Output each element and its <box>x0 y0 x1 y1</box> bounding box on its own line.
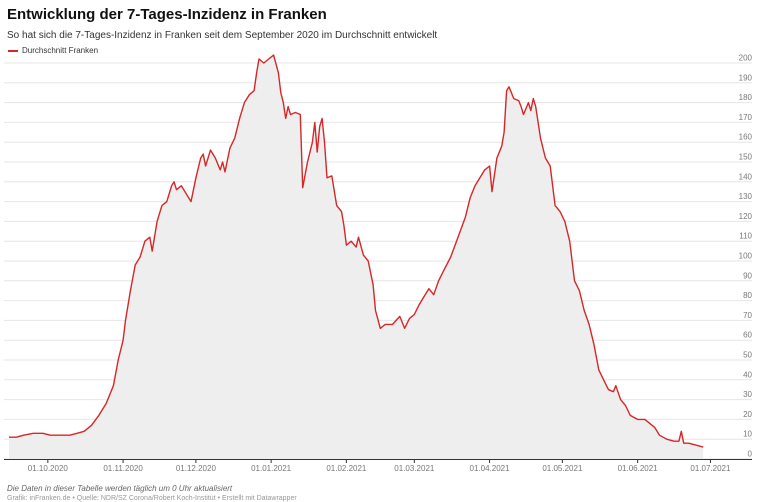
x-tick-label-6: 01.04.2021 <box>470 464 511 473</box>
chart-subtitle: So hat sich die 7-Tages-Inzidenz in Fran… <box>7 30 438 41</box>
y-tick-label-50: 50 <box>743 351 752 360</box>
y-tick-label-100: 100 <box>739 252 753 261</box>
chart-title: Entwicklung der 7-Tages-Inzidenz in Fran… <box>7 6 327 23</box>
x-tick-label-7: 01.05.2021 <box>542 464 583 473</box>
y-tick-label-60: 60 <box>743 331 752 340</box>
y-tick-label-20: 20 <box>743 410 752 419</box>
y-tick-label-200: 200 <box>739 54 753 63</box>
x-axis: 01.10.2020 01.11.2020 01.12.2020 01.01.2021… <box>4 459 752 473</box>
y-axis: 0 10 20 30 40 50 60 70 80 90 100 110 120 130 140 150 160… <box>739 54 753 459</box>
y-tick-label-170: 170 <box>739 113 753 122</box>
series-area <box>9 55 704 459</box>
y-tick-label-80: 80 <box>743 291 752 300</box>
y-tick-label-70: 70 <box>743 311 752 320</box>
y-tick-label-10: 10 <box>743 430 752 439</box>
x-tick-label-3: 01.01.2021 <box>251 464 292 473</box>
x-tick-label-4: 01.02.2021 <box>326 464 367 473</box>
y-tick-label-150: 150 <box>739 153 753 162</box>
series-line <box>9 54 704 448</box>
y-tick-label-0: 0 <box>748 450 753 459</box>
x-tick-label-1: 01.11.2020 <box>103 464 143 473</box>
x-tick-label-5: 01.03.2021 <box>394 464 435 473</box>
y-tick-label-40: 40 <box>743 370 752 379</box>
y-tick-label-190: 190 <box>739 73 753 82</box>
y-tick-label-160: 160 <box>739 133 753 142</box>
x-tick-label-2: 01.12.2020 <box>176 464 217 473</box>
source-credit: Grafik: inFranken.de • Quelle: NDR/SZ Co… <box>7 495 297 502</box>
x-tick-label-0: 01.10.2020 <box>28 464 69 473</box>
x-tick-label-8: 01.06.2021 <box>618 464 659 473</box>
y-tick-label-130: 130 <box>739 192 753 201</box>
legend-label: Durchschnitt Franken <box>22 46 99 55</box>
legend: Durchschnitt Franken <box>8 46 98 55</box>
y-tick-label-140: 140 <box>739 172 753 181</box>
footnote: Die Daten in dieser Tabelle werden tägli… <box>7 484 233 493</box>
y-tick-label-180: 180 <box>739 93 753 102</box>
y-tick-label-110: 110 <box>739 232 752 241</box>
y-tick-label-120: 120 <box>739 212 753 221</box>
y-tick-label-90: 90 <box>743 271 752 280</box>
legend-swatch <box>8 49 18 52</box>
x-tick-label-9: 01.07.2021 <box>690 464 731 473</box>
y-tick-label-30: 30 <box>743 390 752 399</box>
